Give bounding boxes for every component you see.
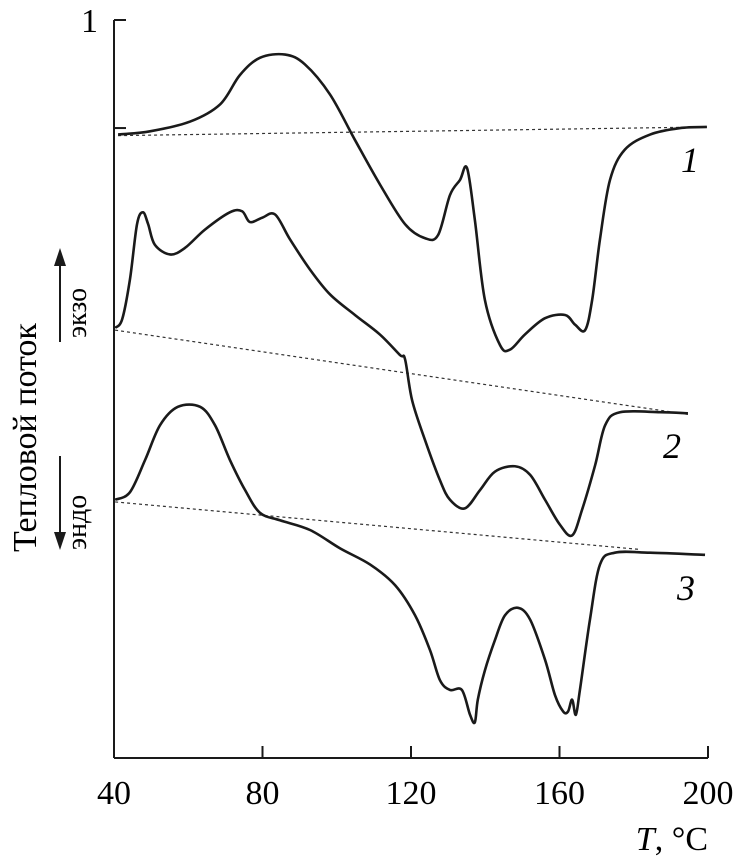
baseline-3 [115, 501, 641, 551]
labels: 1 2 3 [663, 140, 699, 608]
curve-2 [114, 208, 689, 538]
curve-label-3: 3 [676, 568, 695, 608]
x-tick-label: 160 [534, 775, 585, 812]
exo-arrowhead-icon [54, 248, 66, 266]
y-axis-title: Тепловой поток [7, 323, 44, 552]
scale-bar-label: 1 [81, 3, 98, 40]
baselines [115, 126, 707, 551]
exo-label: экзо [62, 288, 93, 338]
axes: 40 80 120 160 200 [97, 19, 734, 812]
x-axis-title: T, °C [636, 821, 708, 858]
curve-1 [117, 52, 707, 353]
curve-label-1: 1 [681, 140, 699, 180]
x-tick-label: 200 [683, 775, 734, 812]
x-tick-label: 80 [246, 775, 280, 812]
curve-3 [114, 403, 706, 725]
y-axis-title-group: Тепловой поток экзо эндо [7, 248, 93, 552]
baseline-1 [118, 126, 707, 137]
curves [114, 52, 707, 725]
x-axis-unit: , °C [655, 821, 708, 858]
x-axis-var: T [636, 821, 657, 858]
endo-arrowhead-icon [54, 532, 66, 550]
x-tick-label: 40 [97, 775, 131, 812]
endo-label: эндо [62, 495, 93, 550]
baseline-2 [115, 329, 689, 415]
x-tick-label: 120 [386, 775, 437, 812]
curve-label-2: 2 [663, 426, 681, 466]
